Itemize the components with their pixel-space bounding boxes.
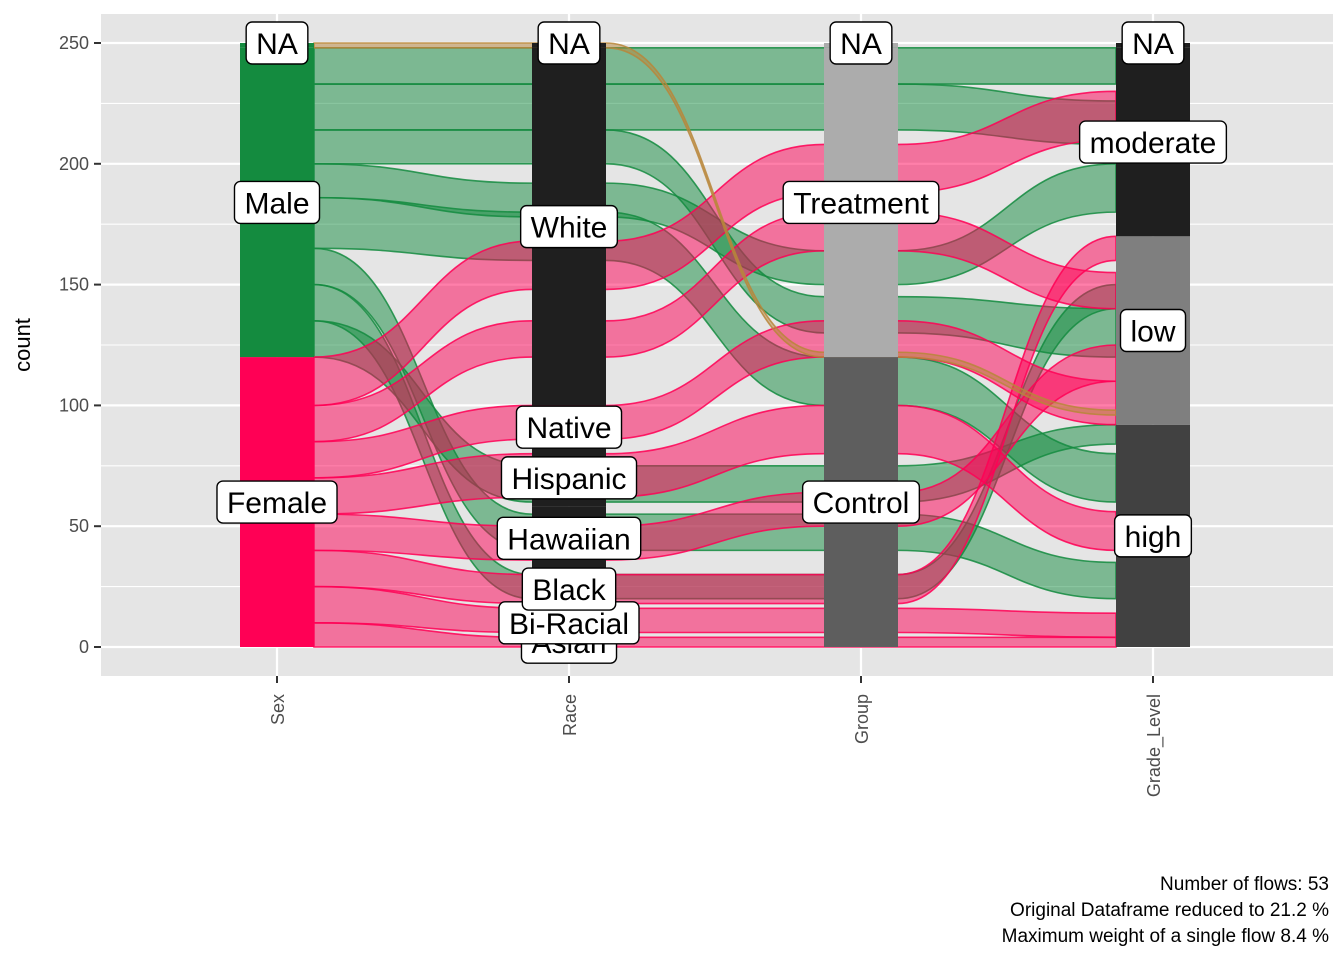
stratum-label-text: Native (526, 412, 611, 445)
flow-band-male (313, 47, 1117, 85)
stratum-label-sex-male: Male (233, 180, 321, 225)
x-tick-label-sex: Sex (268, 694, 288, 725)
x-tick-label-grade_level: Grade_Level (1144, 694, 1165, 797)
caption-line-flows: Number of flows: 53 (1160, 874, 1329, 895)
stratum-label-box (1121, 21, 1185, 65)
caption-line-max-weight: Maximum weight of a single flow 8.4 % (1002, 926, 1329, 947)
stratum-label-race-black: Black (521, 567, 617, 611)
stratum-label-box (500, 456, 638, 500)
stratum-label-sex-na: NA (245, 21, 309, 65)
stratum-label-race-native: Native (515, 405, 623, 449)
y-tick-label: 200 (59, 154, 89, 174)
y-tick-label: 50 (69, 516, 89, 536)
stratum-label-box (216, 480, 338, 524)
stratum-label-box (801, 480, 921, 524)
stratum-label-box (1119, 308, 1187, 353)
stratum-label-grade_level-low: low (1119, 308, 1187, 353)
stratum-label-box (233, 180, 321, 225)
stratum-label-group-na: NA (829, 21, 893, 65)
x-axis: Sex Race Group Grade_Level (268, 676, 1165, 797)
stratum-label-text: NA (1132, 28, 1174, 61)
y-tick-label: 100 (59, 395, 89, 415)
caption: Number of flows: 53 Original Dataframe r… (1002, 874, 1329, 947)
stratum-label-text: Control (813, 487, 910, 520)
stratum-label-text: Black (532, 574, 606, 607)
stratum-label-text: Hawaiian (507, 523, 630, 556)
stratum-label-grade_level-moderate: moderate (1078, 120, 1228, 164)
stratum-label-race-bi-racial: Bi-Racial (498, 601, 640, 645)
stratum-label-race-na: NA (537, 21, 601, 65)
y-tick-label: 250 (59, 33, 89, 53)
stratum-label-text: Hispanic (511, 463, 626, 496)
stratum-label-text: moderate (1090, 127, 1217, 160)
stratum-label-race-hispanic: Hispanic (500, 456, 638, 500)
stratum-label-text: White (531, 212, 608, 245)
stratum-label-box (1113, 514, 1193, 558)
x-tick-label-group: Group (852, 694, 872, 744)
y-tick-label: 150 (59, 275, 89, 295)
stratum-labels-layer: FemaleMaleNAAsianBi-RacialBlackHawaiianH… (216, 21, 1228, 664)
stratum-label-box (1078, 120, 1228, 164)
stratum-label-race-white: White (519, 204, 619, 249)
y-tick-label: 0 (79, 637, 89, 657)
stratum-label-grade_level-na: NA (1121, 21, 1185, 65)
x-tick-label-race: Race (560, 694, 580, 736)
stratum-label-box (537, 21, 601, 65)
stratum-label-box (521, 567, 617, 611)
stratum-label-box (519, 204, 619, 249)
stratum-label-text: Bi-Racial (509, 608, 629, 641)
stratum-label-text: Female (227, 487, 327, 520)
stratum-label-grade_level-high: high (1113, 514, 1193, 558)
caption-line-reduced: Original Dataframe reduced to 21.2 % (1010, 900, 1329, 921)
stratum-label-box (782, 180, 940, 225)
stratum-label-text: Male (244, 187, 309, 220)
stratum-label-group-treatment: Treatment (782, 180, 940, 225)
y-axis-title: count (10, 318, 35, 372)
stratum-label-text: Treatment (793, 187, 929, 220)
stratum-label-box (829, 21, 893, 65)
stratum-label-text: NA (840, 28, 882, 61)
stratum-label-group-control: Control (801, 480, 921, 524)
stratum-label-race-hawaiian: Hawaiian (496, 516, 642, 560)
stratum-label-box (515, 405, 623, 449)
stratum-label-sex-female: Female (216, 480, 338, 524)
stratum-label-box (496, 516, 642, 560)
stratum-label-text: NA (548, 28, 590, 61)
y-axis: 0 50 100 150 200 250 (59, 33, 101, 657)
stratum-label-text: high (1125, 521, 1182, 554)
stratum-label-box (245, 21, 309, 65)
stratum-label-text: low (1130, 316, 1175, 349)
stratum-label-text: NA (256, 28, 298, 61)
